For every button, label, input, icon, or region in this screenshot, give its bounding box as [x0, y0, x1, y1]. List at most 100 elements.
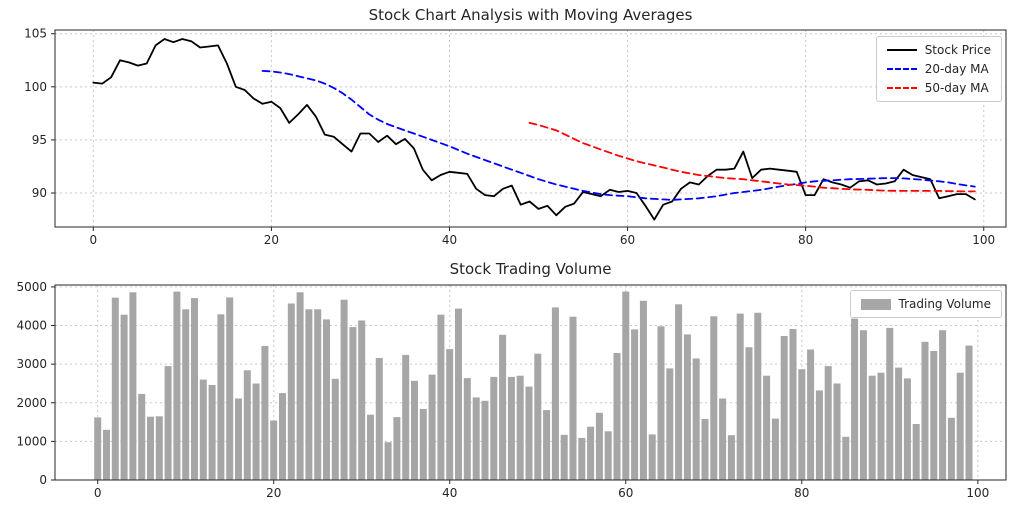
- volume-bar: [851, 318, 859, 480]
- volume-bar: [903, 378, 911, 480]
- volume-bar: [314, 309, 322, 480]
- volume-bar: [490, 376, 498, 480]
- volume-bar: [182, 309, 190, 480]
- price-chart-x-tick-label: 0: [89, 233, 97, 247]
- volume-chart-x-tick-label: 100: [966, 486, 989, 500]
- volume-bar: [217, 314, 225, 480]
- volume-bar: [516, 375, 524, 480]
- volume-bar: [868, 375, 876, 480]
- volume-bar: [199, 379, 207, 480]
- volume-bar: [666, 368, 674, 480]
- volume-bar: [675, 304, 683, 480]
- volume-bar: [622, 291, 630, 480]
- volume-bar: [745, 347, 753, 480]
- volume-bar: [815, 390, 823, 480]
- ma20-line-swatch: [886, 68, 917, 70]
- volume-bar: [842, 436, 850, 480]
- volume-bar: [437, 314, 445, 480]
- volume-bar: [173, 291, 181, 480]
- volume-bar: [569, 316, 577, 480]
- volume-bar: [358, 320, 366, 480]
- volume-bar: [428, 374, 436, 480]
- price-chart-x-tick-label: 80: [798, 233, 813, 247]
- volume-bar: [736, 313, 744, 480]
- volume-bar: [956, 372, 964, 480]
- volume-bar: [402, 354, 410, 480]
- volume-bar: [719, 398, 727, 480]
- volume-bar: [305, 309, 313, 480]
- volume-bar: [613, 353, 621, 480]
- legend-item-ma20: 20-day MA: [886, 62, 991, 76]
- volume-bar: [393, 417, 401, 480]
- volume-bar: [727, 435, 735, 480]
- volume-bar: [965, 345, 973, 480]
- volume-bar: [587, 426, 595, 480]
- volume-bar: [472, 397, 480, 480]
- volume-chart-y-tick-label: 1000: [16, 434, 47, 448]
- volume-bar: [657, 326, 665, 480]
- volume-chart-y-tick-label: 3000: [16, 357, 47, 371]
- volume-bar: [270, 420, 278, 480]
- volume-chart-x-tick-label: 60: [618, 486, 633, 500]
- volume-bars: [94, 291, 973, 480]
- volume-bar: [754, 312, 762, 480]
- volume-bar: [604, 431, 612, 480]
- volume-bar: [323, 319, 330, 480]
- volume-chart-x-tick-label: 40: [442, 486, 457, 500]
- volume-bar: [340, 299, 348, 480]
- volume-bar: [296, 292, 304, 480]
- price-chart-x-tick-label: 100: [972, 233, 995, 247]
- ma50-line-swatch: [886, 87, 917, 89]
- volume-chart-x-tick-label: 80: [794, 486, 809, 500]
- volume-bar: [147, 416, 154, 480]
- volume-bar: [235, 398, 242, 480]
- price-chart-y-tick-label: 90: [32, 186, 47, 200]
- volume-bar: [331, 378, 339, 480]
- volume-bar: [375, 358, 383, 480]
- volume-bar: [877, 372, 885, 480]
- trading-volume-swatch: [860, 298, 891, 310]
- volume-bar: [120, 314, 128, 480]
- volume-chart-legend: Trading Volume: [849, 290, 1002, 318]
- volume-chart-y-tick-label: 5000: [16, 280, 47, 294]
- price-chart-y-tick-label: 105: [24, 27, 47, 41]
- ma20-line: [261, 70, 976, 201]
- volume-bar: [279, 393, 286, 480]
- volume-bar: [103, 429, 110, 480]
- volume-bar: [578, 437, 586, 480]
- price-chart-x-tick-label: 40: [442, 233, 457, 247]
- volume-bar: [560, 434, 568, 480]
- ma50-line: [528, 122, 976, 193]
- volume-bar: [111, 297, 119, 480]
- volume-bar: [155, 416, 163, 480]
- volume-bar: [921, 341, 929, 480]
- volume-bar: [261, 346, 269, 480]
- volume-bar: [191, 298, 198, 480]
- volume-bar: [367, 414, 374, 480]
- volume-bar: [481, 400, 489, 480]
- volume-bar: [129, 292, 137, 480]
- volume-bar: [384, 442, 392, 480]
- volume-bar: [349, 327, 357, 480]
- volume-chart-x-tick-label: 20: [266, 486, 281, 500]
- legend-item-stock-price: Stock Price: [886, 43, 991, 57]
- stock-price-line-swatch: [886, 49, 917, 51]
- volume-bar: [446, 349, 454, 480]
- price-chart-legend: Stock Price 20-day MA 50-day MA: [875, 36, 1002, 102]
- volume-bar: [895, 367, 903, 480]
- legend-item-trading-volume: Trading Volume: [860, 297, 991, 311]
- volume-bar: [463, 378, 471, 480]
- volume-bar: [287, 303, 295, 480]
- volume-chart-spines: [54, 284, 1007, 481]
- volume-bar: [912, 424, 920, 480]
- price-chart-y-tick-label: 100: [24, 80, 47, 94]
- volume-bar: [859, 330, 867, 480]
- price-chart-x-tick-label: 20: [264, 233, 279, 247]
- volume-bar: [631, 329, 639, 480]
- volume-bar: [701, 419, 709, 480]
- volume-chart-title: Stock Trading Volume: [449, 260, 612, 278]
- volume-bar: [939, 330, 947, 480]
- volume-bar: [692, 358, 700, 480]
- volume-bar: [639, 300, 647, 480]
